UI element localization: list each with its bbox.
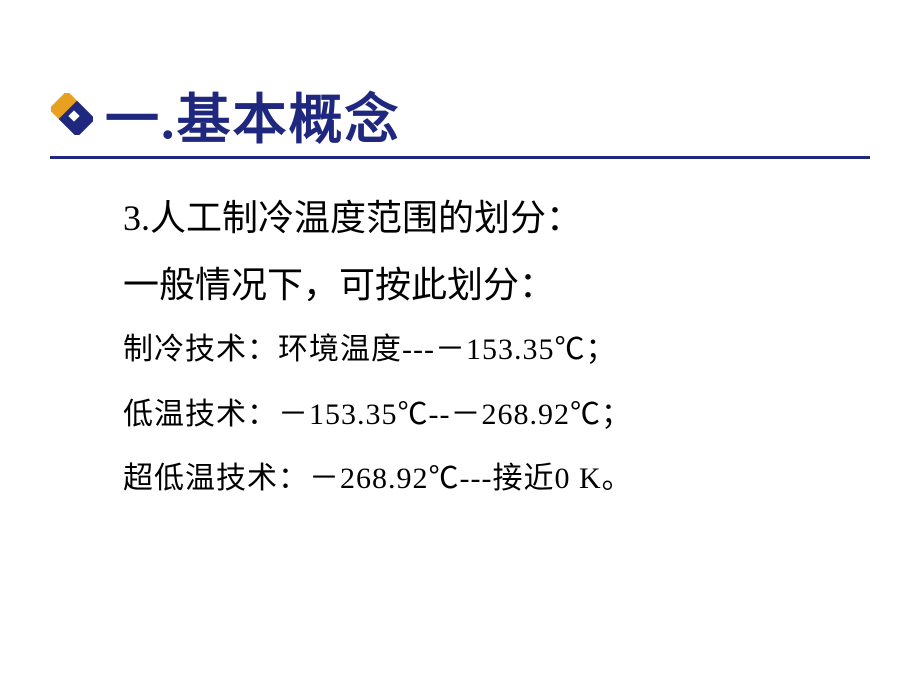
content-line-3: 制冷技术：环境温度---－153.35℃； xyxy=(123,318,843,383)
content-line-4: 低温技术：－153.35℃--－268.92℃； xyxy=(123,383,843,448)
content-area: 3.人工制冷温度范围的划分： 一般情况下，可按此划分： 制冷技术：环境温度---… xyxy=(123,185,843,512)
page-title: 一.基本概念 xyxy=(105,75,401,154)
content-line-2: 一般情况下，可按此划分： xyxy=(123,252,843,319)
title-container: 一.基本概念 xyxy=(105,75,401,154)
content-line-1: 3.人工制冷温度范围的划分： xyxy=(123,185,843,252)
content-line-5: 超低温技术：－268.92℃---接近0 K。 xyxy=(123,447,843,512)
diamond-bullet-icon xyxy=(51,93,93,135)
title-underline xyxy=(50,156,870,159)
